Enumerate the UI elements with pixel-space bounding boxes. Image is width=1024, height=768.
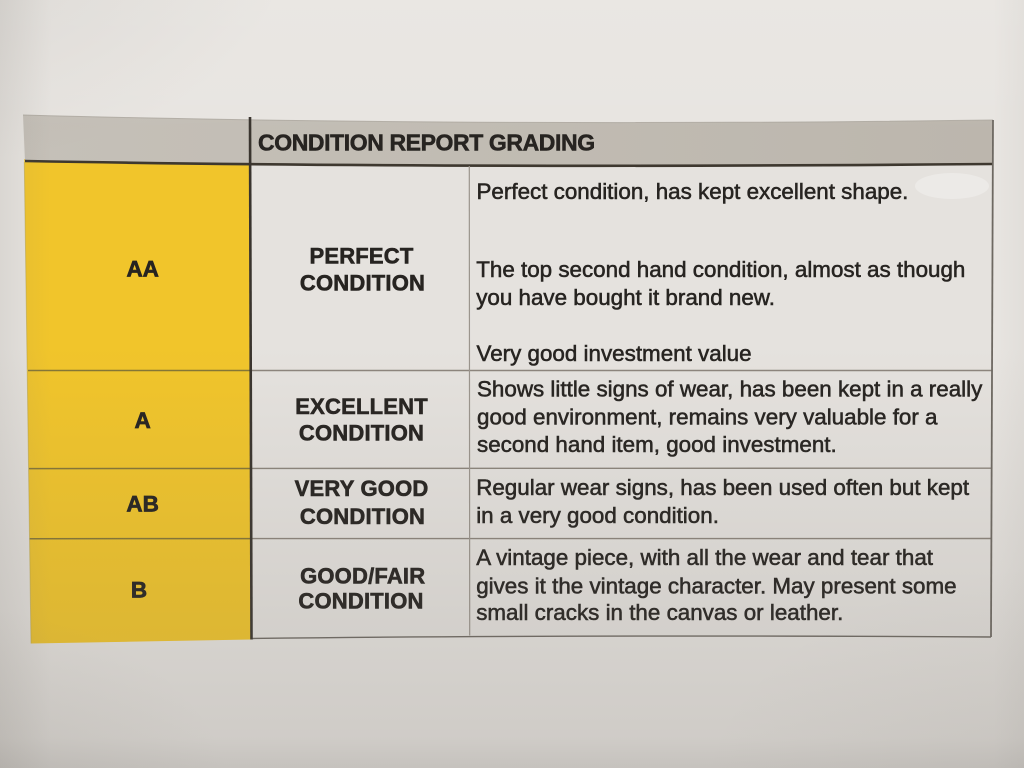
svg-text:you have bought it brand new.: you have bought it brand new. xyxy=(476,285,775,310)
svg-text:Regular wear signs, has been u: Regular wear signs, has been used often … xyxy=(476,475,970,500)
svg-text:EXCELLENT: EXCELLENT xyxy=(295,394,428,419)
svg-text:small cracks in the canvas or: small cracks in the canvas or leather. xyxy=(476,600,843,625)
svg-text:PERFECT: PERFECT xyxy=(309,244,413,269)
svg-text:gives it the vintage character: gives it the vintage character. May pres… xyxy=(476,574,956,599)
svg-text:CONDITION: CONDITION xyxy=(300,504,425,529)
svg-text:VERY GOOD: VERY GOOD xyxy=(295,476,429,501)
svg-text:GOOD/FAIR: GOOD/FAIR xyxy=(300,564,425,589)
svg-text:B: B xyxy=(131,578,147,603)
svg-text:CONDITION: CONDITION xyxy=(300,271,425,296)
svg-text:AB: AB xyxy=(126,492,159,517)
svg-text:A: A xyxy=(134,408,150,433)
svg-text:Perfect condition, has kept ex: Perfect condition, has kept excellent sh… xyxy=(477,179,909,204)
svg-text:A vintage piece, with all the: A vintage piece, with all the wear and t… xyxy=(476,545,934,570)
svg-text:CONDITION REPORT GRADING: CONDITION REPORT GRADING xyxy=(258,130,595,156)
svg-text:CONDITION: CONDITION xyxy=(298,588,423,613)
svg-text:second hand item, good investm: second hand item, good investment. xyxy=(477,432,837,457)
svg-text:Very good investment value: Very good investment value xyxy=(477,341,752,366)
svg-text:good environment, remains very: good environment, remains very valuable … xyxy=(477,405,938,430)
svg-text:in a very good condition.: in a very good condition. xyxy=(476,503,719,528)
svg-text:The top second hand condition,: The top second hand condition, almost as… xyxy=(476,257,965,282)
svg-text:AA: AA xyxy=(126,256,159,281)
svg-text:CONDITION: CONDITION xyxy=(299,421,424,446)
svg-text:Shows little signs of wear, ha: Shows little signs of wear, has been kep… xyxy=(477,377,983,402)
